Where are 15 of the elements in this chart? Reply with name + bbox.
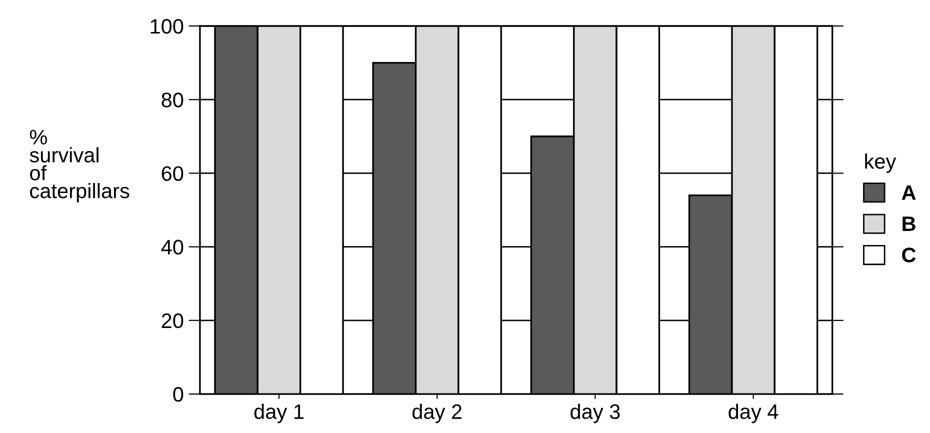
legend-label: C [902,248,916,262]
x-tick-label: day 3 [570,404,620,424]
y-axis-title: % survival of caterpillars [30,130,130,202]
y-tick-label: 0 [173,387,184,402]
y-tick-label: 60 [162,166,184,181]
x-tick-label: day 4 [728,404,778,424]
legend-label: B [902,216,916,231]
y-tick-label: 100 [150,18,184,34]
x-tick-label: day 2 [412,404,462,424]
y-tick-label: 20 [162,313,184,328]
y-tick-label: 80 [162,92,184,108]
legend-label: A [902,185,916,200]
legend-title: key [865,154,896,173]
y-tick-label: 40 [161,240,184,255]
x-tick-label: day 1 [254,404,304,424]
